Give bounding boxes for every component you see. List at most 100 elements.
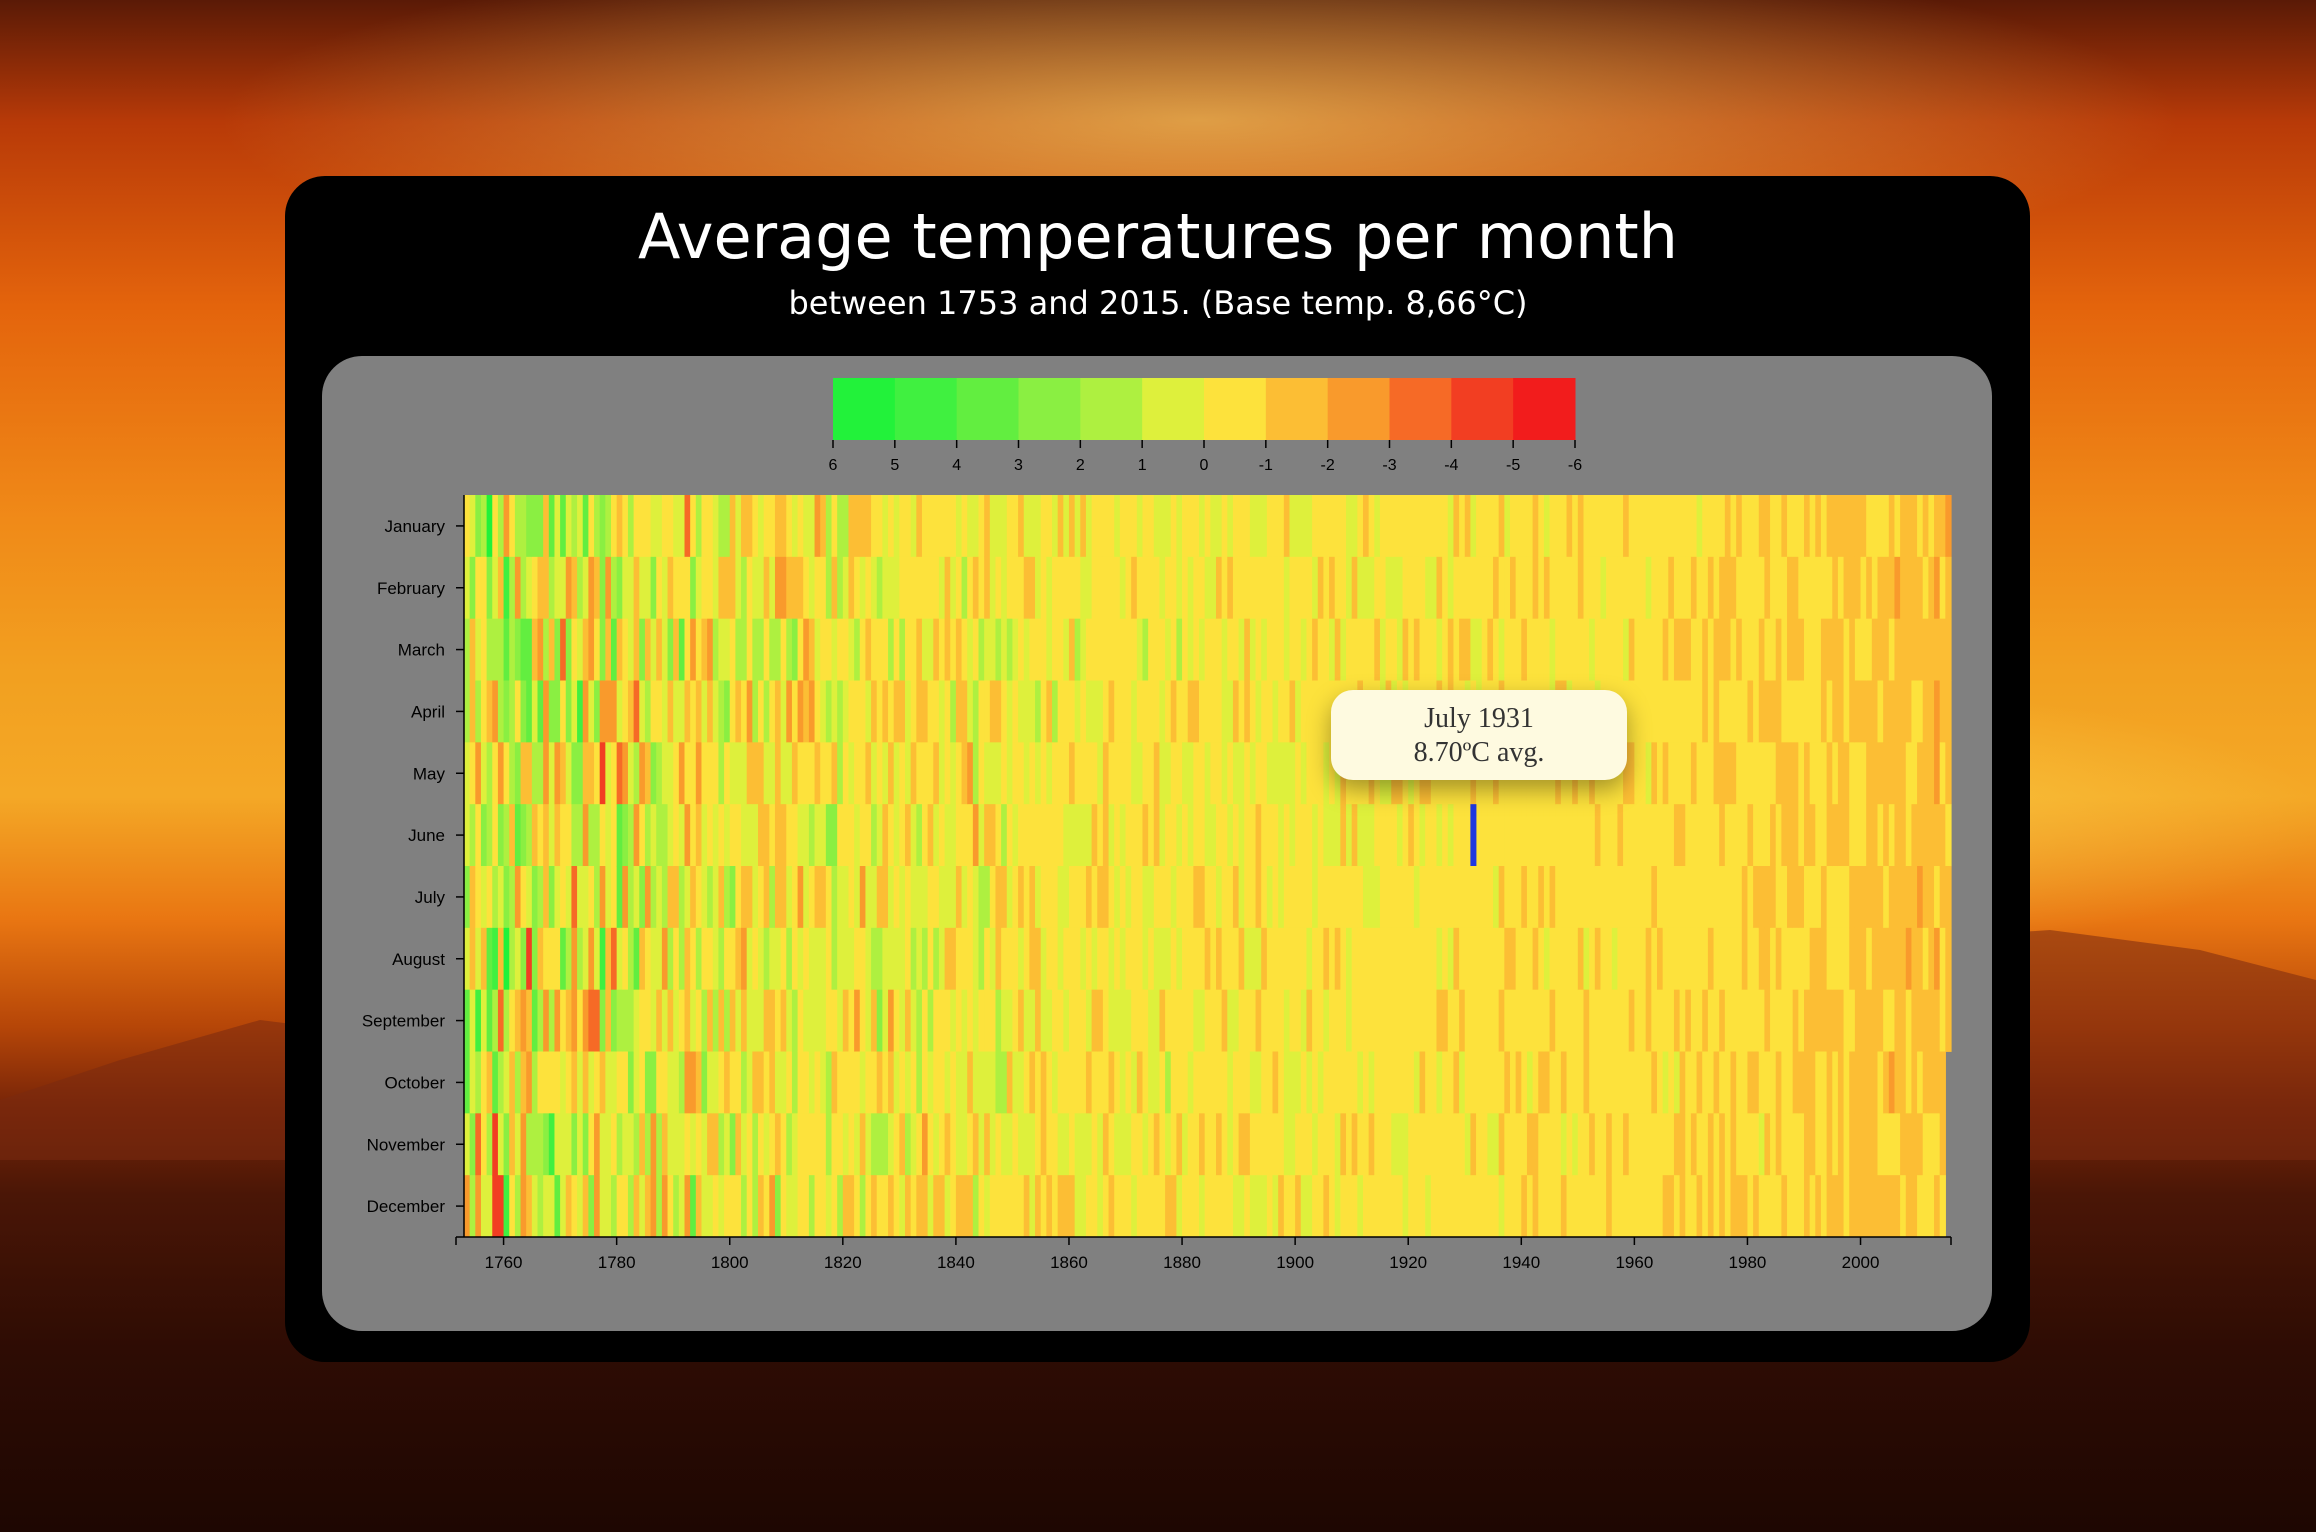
- heatmap-cell[interactable]: [950, 989, 957, 1052]
- heatmap-cell[interactable]: [594, 1175, 601, 1238]
- heatmap-cell[interactable]: [582, 556, 589, 620]
- heatmap-cell[interactable]: [594, 1113, 601, 1176]
- heatmap-cell[interactable]: [1368, 618, 1375, 681]
- heatmap-cell[interactable]: [1006, 742, 1014, 805]
- heatmap-cell[interactable]: [1832, 804, 1839, 867]
- heatmap-cell[interactable]: [1255, 927, 1262, 991]
- heatmap-cell[interactable]: [741, 866, 748, 929]
- heatmap-cell[interactable]: [1329, 804, 1336, 867]
- heatmap-cell[interactable]: [1662, 742, 1669, 805]
- heatmap-cell[interactable]: [469, 804, 476, 867]
- heatmap-cell[interactable]: [1006, 556, 1014, 620]
- heatmap-cell[interactable]: [752, 989, 759, 1052]
- heatmap-cell[interactable]: [865, 495, 872, 558]
- heatmap-cell[interactable]: [1815, 742, 1822, 805]
- heatmap-cell[interactable]: [1187, 1113, 1194, 1176]
- heatmap-cell[interactable]: [644, 742, 652, 805]
- heatmap-cell[interactable]: [1063, 1175, 1070, 1238]
- heatmap-cell[interactable]: [1549, 866, 1556, 929]
- heatmap-cell[interactable]: [464, 866, 471, 929]
- heatmap-cell[interactable]: [1645, 989, 1652, 1052]
- heatmap-cell[interactable]: [1266, 866, 1274, 929]
- heatmap-cell[interactable]: [1255, 866, 1262, 929]
- heatmap-cell[interactable]: [1566, 556, 1573, 620]
- heatmap-cell[interactable]: [978, 804, 985, 867]
- heatmap-cell[interactable]: [622, 618, 629, 681]
- heatmap-cell[interactable]: [690, 989, 697, 1052]
- heatmap-cell[interactable]: [820, 1113, 827, 1176]
- heatmap-cell[interactable]: [724, 989, 731, 1052]
- heatmap-cell[interactable]: [582, 680, 589, 743]
- heatmap-cell[interactable]: [1900, 1051, 1907, 1114]
- heatmap-cell[interactable]: [808, 1051, 816, 1114]
- heatmap-cell[interactable]: [480, 495, 488, 558]
- heatmap-cell[interactable]: [520, 742, 527, 805]
- heatmap-cell[interactable]: [667, 556, 674, 620]
- heatmap-cell[interactable]: [1713, 1051, 1720, 1114]
- heatmap-cell[interactable]: [1244, 1051, 1251, 1114]
- heatmap-cell[interactable]: [1549, 556, 1556, 620]
- heatmap-cell[interactable]: [509, 989, 516, 1052]
- heatmap-cell[interactable]: [1119, 989, 1127, 1052]
- heatmap-cell[interactable]: [1628, 866, 1635, 929]
- heatmap-cell[interactable]: [497, 618, 505, 681]
- heatmap-cell[interactable]: [741, 680, 748, 743]
- heatmap-cell[interactable]: [854, 1113, 861, 1176]
- heatmap-cell[interactable]: [1543, 495, 1551, 558]
- heatmap-cell[interactable]: [1447, 618, 1455, 681]
- heatmap-cell[interactable]: [1888, 1051, 1896, 1114]
- heatmap-cell[interactable]: [1165, 556, 1172, 620]
- heatmap-cell[interactable]: [984, 556, 991, 620]
- heatmap-cell[interactable]: [661, 495, 669, 558]
- heatmap-cell[interactable]: [1549, 1051, 1556, 1114]
- heatmap-cell[interactable]: [514, 1051, 522, 1114]
- heatmap-cell[interactable]: [469, 495, 476, 558]
- heatmap-cell[interactable]: [1419, 927, 1426, 991]
- heatmap-cell[interactable]: [1815, 618, 1822, 681]
- heatmap-cell[interactable]: [1922, 1113, 1929, 1176]
- heatmap-cell[interactable]: [729, 556, 736, 620]
- heatmap-cell[interactable]: [599, 556, 606, 620]
- heatmap-cell[interactable]: [1170, 1175, 1178, 1238]
- heatmap-cell[interactable]: [1917, 804, 1924, 867]
- heatmap-cell[interactable]: [1696, 927, 1703, 991]
- heatmap-cell[interactable]: [1436, 618, 1443, 681]
- heatmap-cell[interactable]: [1136, 1051, 1144, 1114]
- heatmap-cell[interactable]: [1713, 618, 1720, 681]
- heatmap-cell[interactable]: [1379, 556, 1387, 620]
- heatmap-cell[interactable]: [1764, 1113, 1771, 1176]
- heatmap-cell[interactable]: [639, 495, 646, 558]
- heatmap-cell[interactable]: [1176, 680, 1183, 743]
- heatmap-cell[interactable]: [1730, 680, 1737, 743]
- heatmap-cell[interactable]: [1770, 680, 1777, 743]
- heatmap-cell[interactable]: [1159, 1113, 1166, 1176]
- heatmap-cell[interactable]: [995, 804, 1002, 867]
- heatmap-cell[interactable]: [712, 556, 720, 620]
- heatmap-cell[interactable]: [1583, 804, 1590, 867]
- heatmap-cell[interactable]: [701, 989, 708, 1052]
- heatmap-cell[interactable]: [1244, 680, 1251, 743]
- heatmap-cell[interactable]: [1283, 556, 1291, 620]
- heatmap-cell[interactable]: [1696, 495, 1703, 558]
- heatmap-cell[interactable]: [1057, 1175, 1064, 1238]
- heatmap-cell[interactable]: [1900, 927, 1907, 991]
- heatmap-cell[interactable]: [1696, 804, 1703, 867]
- heatmap-cell[interactable]: [622, 927, 629, 991]
- heatmap-cell[interactable]: [1724, 1113, 1732, 1176]
- heatmap-cell[interactable]: [1261, 618, 1268, 681]
- heatmap-cell[interactable]: [797, 989, 804, 1052]
- heatmap-cell[interactable]: [1470, 989, 1477, 1052]
- heatmap-cell[interactable]: [1187, 742, 1194, 805]
- heatmap-cell[interactable]: [746, 1113, 753, 1176]
- heatmap-cell[interactable]: [791, 618, 799, 681]
- heatmap-cell[interactable]: [1685, 1051, 1692, 1114]
- heatmap-cell[interactable]: [1934, 1051, 1941, 1114]
- heatmap-cell[interactable]: [735, 1175, 742, 1238]
- heatmap-cell[interactable]: [1199, 495, 1206, 558]
- heatmap-cell[interactable]: [1170, 680, 1178, 743]
- heatmap-cell[interactable]: [1306, 1113, 1313, 1176]
- heatmap-cell[interactable]: [1600, 1175, 1607, 1238]
- heatmap-cell[interactable]: [503, 1175, 510, 1238]
- heatmap-cell[interactable]: [1215, 1175, 1223, 1238]
- heatmap-cell[interactable]: [571, 556, 578, 620]
